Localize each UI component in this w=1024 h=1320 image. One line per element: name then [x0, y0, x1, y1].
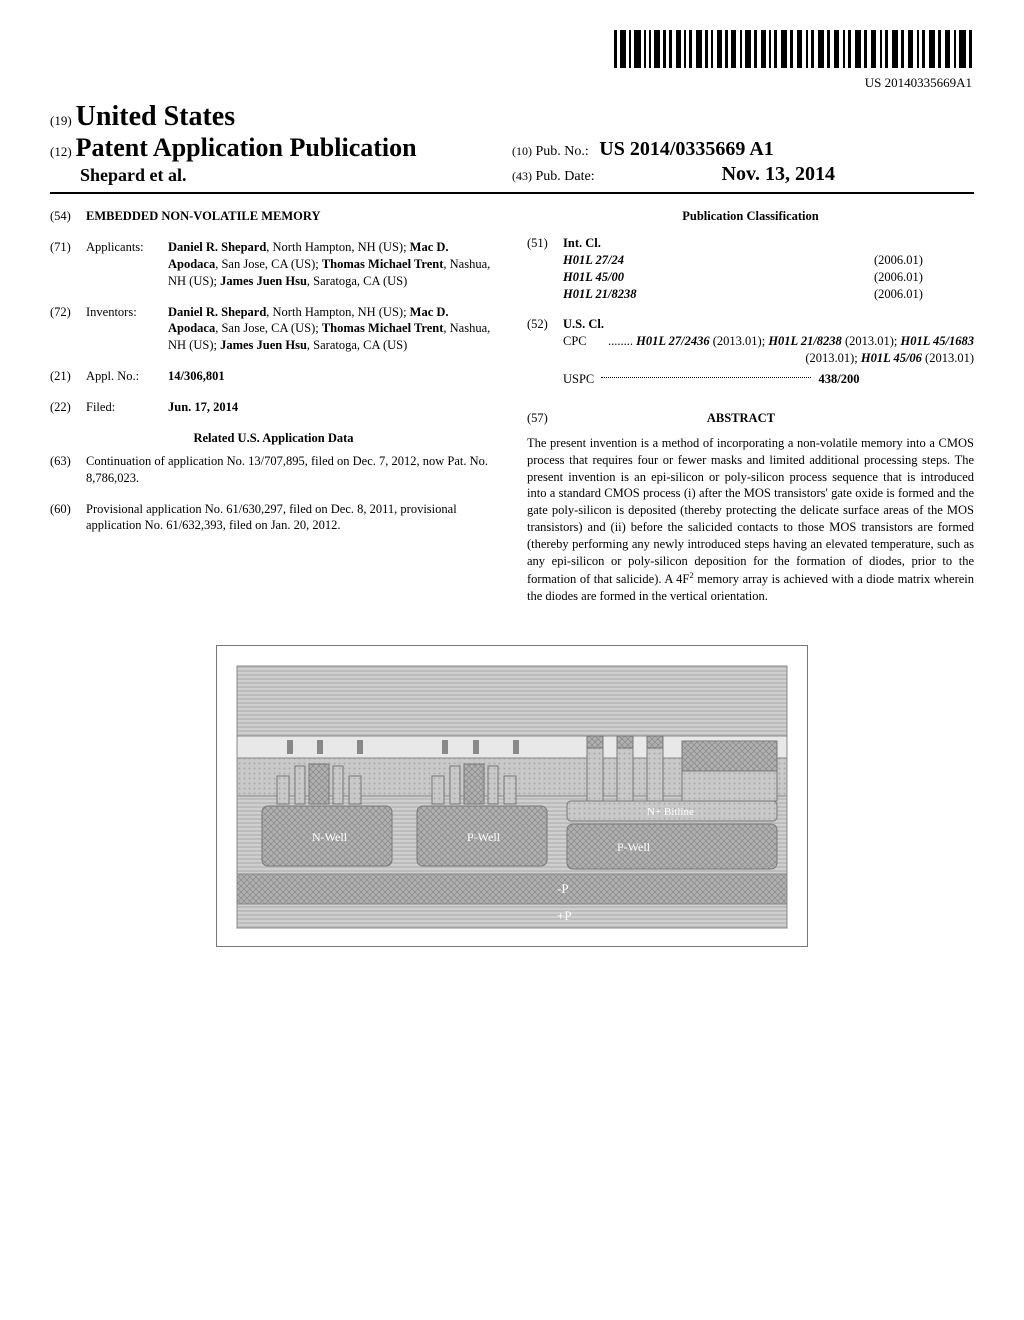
intcl-code: (51): [527, 235, 563, 303]
filed-label: Filed:: [86, 399, 168, 416]
provisional-field: (60) Provisional application No. 61/630,…: [50, 501, 497, 535]
uspc-value: 438/200: [819, 372, 860, 386]
cpc-label: CPC: [563, 333, 587, 350]
abstract-part1: The present invention is a method of inc…: [527, 436, 974, 586]
uscl-code: (52): [527, 316, 563, 388]
intcl-field: (51) Int. Cl. H01L 27/24(2006.01)H01L 45…: [527, 235, 974, 303]
applno-field: (21) Appl. No.: 14/306,801: [50, 368, 497, 385]
uspc-label: USPC: [563, 372, 594, 386]
cpc-text: H01L 27/2436 (2013.01); H01L 21/8238 (20…: [636, 334, 974, 365]
country-code: (19): [50, 113, 72, 128]
abstract-row: (57) ABSTRACT: [527, 402, 974, 435]
label-pwell-left: P-Well: [467, 830, 501, 844]
uscl-field: (52) U.S. Cl. CPC ........ H01L 27/2436 …: [527, 316, 974, 388]
classification-title: Publication Classification: [527, 208, 974, 225]
label-nwell: N-Well: [312, 830, 348, 844]
barcode-text: US 20140335669A1: [50, 75, 972, 91]
header-left: (19) United States (12) Patent Applicati…: [50, 101, 512, 186]
figure-area: N-Well P-Well N+ Bitline P-Well -P +P: [50, 645, 974, 952]
pubdate-value: Nov. 13, 2014: [722, 163, 835, 185]
applicants-field: (71) Applicants: Daniel R. Shepard, Nort…: [50, 239, 497, 290]
body-columns: (54) EMBEDDED NON-VOLATILE MEMORY (71) A…: [50, 208, 974, 605]
pubno-label: Pub. No.:: [536, 144, 589, 159]
pubdate-code: (43): [512, 169, 532, 183]
country-line: (19) United States: [50, 101, 512, 133]
figure-svg: N-Well P-Well N+ Bitline P-Well -P +P: [217, 646, 807, 946]
pubno-line: (10) Pub. No.: US 2014/0335669 A1: [512, 138, 974, 161]
provisional-code: (60): [50, 501, 86, 535]
header-right: (10) Pub. No.: US 2014/0335669 A1 (43) P…: [512, 138, 974, 186]
continuation-code: (63): [50, 453, 86, 487]
country-name: United States: [76, 101, 235, 132]
inventors-field: (72) Inventors: Daniel R. Shepard, North…: [50, 304, 497, 355]
uscl-label: U.S. Cl.: [563, 316, 974, 333]
applno-value: 14/306,801: [168, 369, 225, 383]
pub-code: (12): [50, 144, 72, 159]
intcl-row: H01L 21/8238(2006.01): [563, 286, 974, 303]
uspc-row: USPC 438/200: [563, 371, 974, 388]
figure-box: N-Well P-Well N+ Bitline P-Well -P +P: [216, 645, 808, 947]
header-rule: [50, 192, 974, 194]
label-plus-p: +P: [557, 908, 572, 923]
intcl-row: H01L 45/00(2006.01): [563, 269, 974, 286]
label-minus-p: -P: [557, 881, 569, 896]
applicants-value: Daniel R. Shepard, North Hampton, NH (US…: [168, 239, 497, 290]
inventors-value: Daniel R. Shepard, North Hampton, NH (US…: [168, 304, 497, 355]
abstract-text: The present invention is a method of inc…: [527, 435, 974, 605]
pubno-code: (10): [512, 144, 532, 158]
filed-value: Jun. 17, 2014: [168, 400, 238, 414]
abstract-code: (57): [527, 411, 548, 425]
right-column: Publication Classification (51) Int. Cl.…: [527, 208, 974, 605]
filed-field: (22) Filed: Jun. 17, 2014: [50, 399, 497, 416]
barcode-graphic: [614, 30, 974, 68]
pub-type: Patent Application Publication: [76, 133, 417, 162]
intcl-row: H01L 27/24(2006.01): [563, 252, 974, 269]
provisional-text: Provisional application No. 61/630,297, …: [86, 501, 497, 535]
title-field: (54) EMBEDDED NON-VOLATILE MEMORY: [50, 208, 497, 225]
related-title: Related U.S. Application Data: [50, 430, 497, 447]
applicants-code: (71): [50, 239, 86, 290]
pubno-value: US 2014/0335669 A1: [599, 138, 773, 160]
intcl-rows: H01L 27/24(2006.01)H01L 45/00(2006.01)H0…: [563, 252, 974, 303]
title-code: (54): [50, 208, 86, 225]
header-row: (19) United States (12) Patent Applicati…: [50, 101, 974, 186]
authors-line: Shepard et al.: [80, 165, 512, 186]
pubdate-line: (43) Pub. Date: Nov. 13, 2014: [512, 163, 974, 186]
pubdate-label: Pub. Date:: [536, 169, 595, 184]
barcode-svg: [614, 30, 974, 68]
title-text: EMBEDDED NON-VOLATILE MEMORY: [86, 209, 321, 223]
filed-code: (22): [50, 399, 86, 416]
continuation-field: (63) Continuation of application No. 13/…: [50, 453, 497, 487]
applicants-label: Applicants:: [86, 239, 168, 290]
cpc-row: CPC ........ H01L 27/2436 (2013.01); H01…: [563, 333, 974, 367]
barcode-area: US 20140335669A1: [50, 30, 974, 91]
label-bitline: N+ Bitline: [647, 806, 694, 818]
label-pwell-right: P-Well: [617, 840, 651, 854]
applno-label: Appl. No.:: [86, 368, 168, 385]
inventors-code: (72): [50, 304, 86, 355]
left-column: (54) EMBEDDED NON-VOLATILE MEMORY (71) A…: [50, 208, 497, 605]
abstract-label: ABSTRACT: [551, 410, 931, 427]
uspc-dotfill: [601, 377, 811, 378]
continuation-text: Continuation of application No. 13/707,8…: [86, 453, 497, 487]
pub-line: (12) Patent Application Publication: [50, 133, 512, 163]
inventors-label: Inventors:: [86, 304, 168, 355]
applno-code: (21): [50, 368, 86, 385]
intcl-label: Int. Cl.: [563, 235, 974, 252]
